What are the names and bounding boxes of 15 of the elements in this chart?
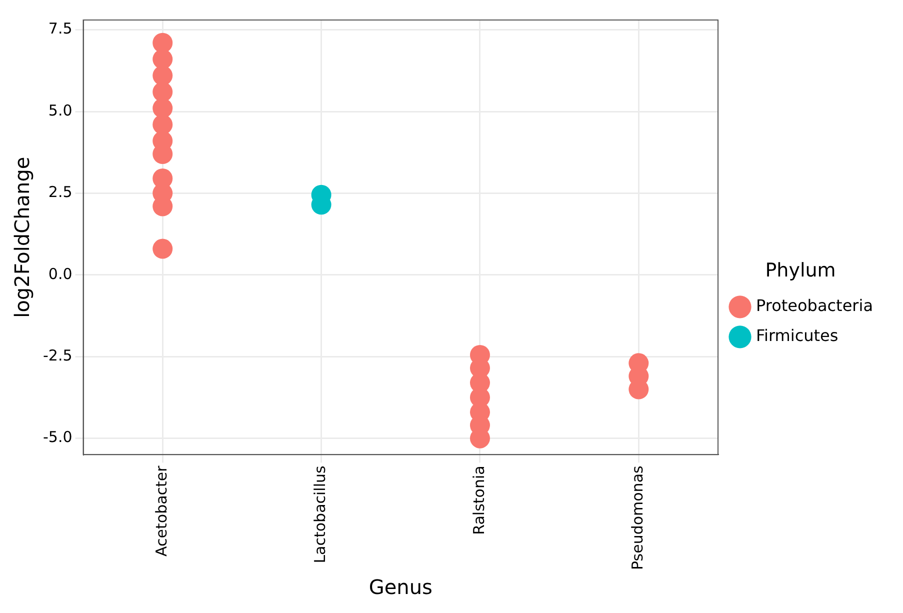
x-tick-label: Pseudomonas bbox=[628, 465, 647, 570]
x-tick-label: Ralstonia bbox=[470, 466, 488, 535]
legend-label: Firmicutes bbox=[756, 326, 838, 346]
y-axis-title: log2FoldChange bbox=[10, 156, 34, 318]
x-tick-label: Lactobacillus bbox=[311, 465, 330, 564]
y-tick-label: -5.0 bbox=[42, 428, 72, 446]
x-axis-title: Genus bbox=[368, 575, 432, 600]
x-tick-label: Acetobacter bbox=[152, 464, 170, 556]
y-tick-label: 2.5 bbox=[48, 183, 72, 202]
y-tick-label: 7.5 bbox=[48, 20, 72, 38]
legend-title: Phylum bbox=[765, 260, 836, 282]
y-tick-label: 5.0 bbox=[48, 101, 72, 120]
y-tick-label: 0.0 bbox=[48, 264, 72, 283]
y-tick-label: -2.5 bbox=[42, 346, 72, 365]
legend-label: Proteobacteria bbox=[756, 296, 874, 316]
